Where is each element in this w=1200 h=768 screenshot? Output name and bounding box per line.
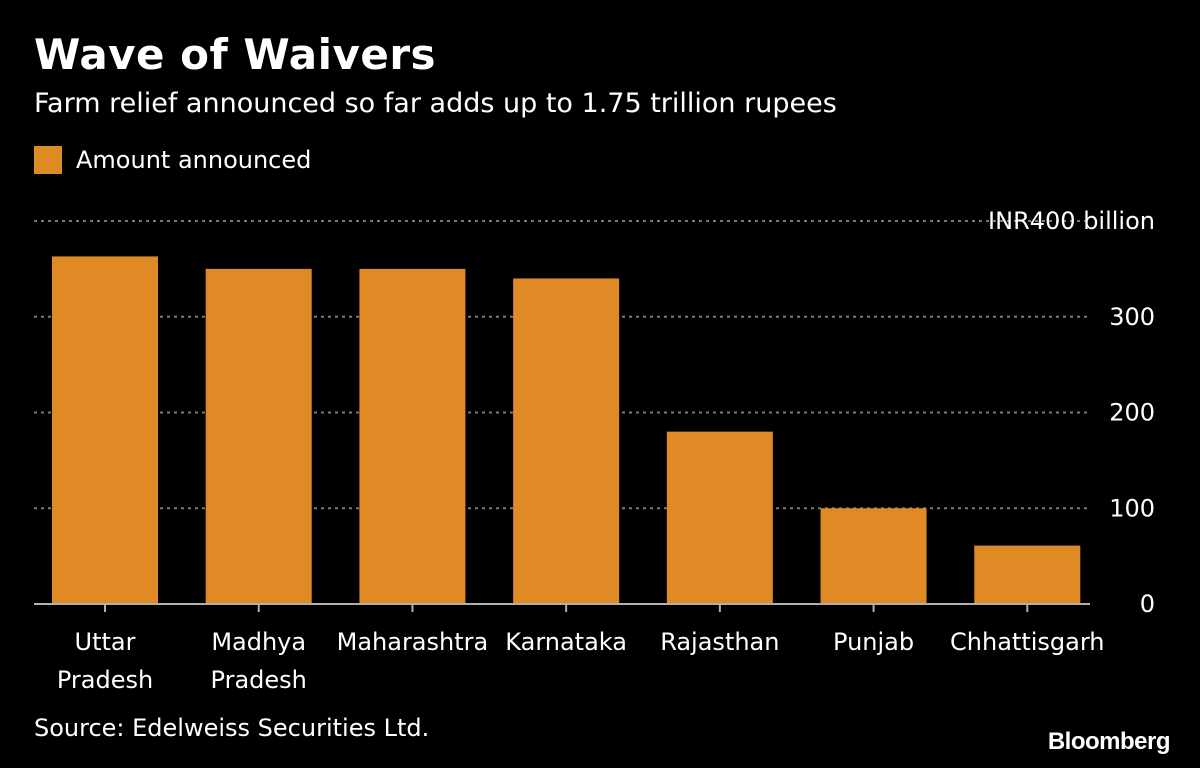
y-tick-label: INR400 billion [988, 207, 1155, 235]
chart-title: Wave of Waivers [34, 30, 437, 79]
x-tick-label: Punjab [833, 628, 914, 656]
bar [820, 508, 927, 604]
x-tick-label: Chhattisgarh [950, 628, 1104, 656]
bar [974, 545, 1081, 604]
bar [205, 268, 312, 604]
x-tick-label: Rajasthan [660, 628, 779, 656]
x-tick-label: Karnataka [505, 628, 627, 656]
source-note: Source: Edelweiss Securities Ltd. [34, 714, 430, 742]
legend-swatch [34, 146, 62, 174]
y-tick-label: 200 [1109, 399, 1155, 427]
bar [666, 431, 773, 604]
x-tick-label: Madhya Pradesh [211, 628, 307, 694]
x-tick-label: Uttar Pradesh [57, 628, 153, 694]
y-tick-label: 0 [1140, 590, 1155, 618]
chart-subtitle: Farm relief announced so far adds up to … [34, 88, 837, 119]
y-tick-label: 100 [1109, 494, 1155, 522]
bar [359, 268, 466, 604]
y-tick-label: 300 [1109, 303, 1155, 331]
bloomberg-logo: Bloomberg [1047, 728, 1171, 755]
bar-chart: 0 100 200 300 INR400 billion Uttar Pradesh Madh… [34, 207, 1155, 694]
x-tick-label: Maharashtra [337, 628, 489, 656]
legend: Amount announced [34, 146, 311, 174]
bar [52, 256, 158, 604]
bar [513, 278, 620, 604]
legend-label: Amount announced [76, 146, 312, 174]
